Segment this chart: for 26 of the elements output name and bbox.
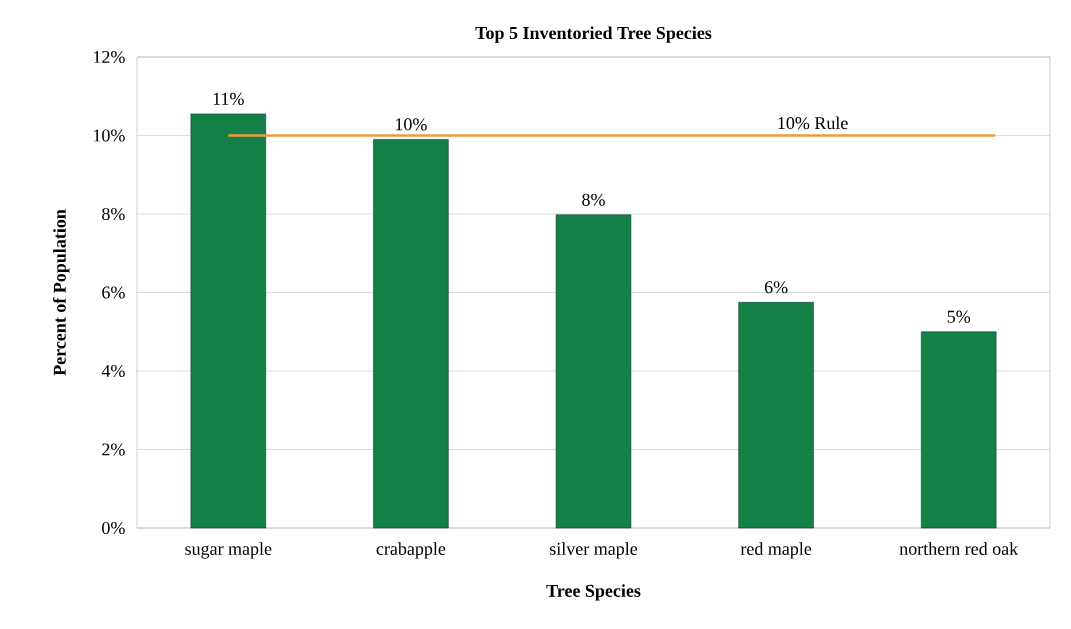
bar xyxy=(190,113,267,529)
data-label: 6% xyxy=(764,281,788,294)
data-label: 10% xyxy=(395,118,427,131)
y-tick-label: 6% xyxy=(102,286,125,299)
x-tick-label: sugar maple xyxy=(185,542,272,559)
y-tick-label: 10% xyxy=(94,129,125,142)
bar xyxy=(555,214,632,529)
data-label: 8% xyxy=(582,193,605,206)
data-label: 5% xyxy=(947,310,971,323)
y-tick-label: 2% xyxy=(102,443,125,456)
y-tick-label: 4% xyxy=(101,364,125,378)
ref-line-label: 10% Rule xyxy=(778,116,848,130)
x-tick-label: crabapple xyxy=(376,542,446,559)
x-tick-label: silver maple xyxy=(550,542,638,559)
x-axis-title: Tree Species xyxy=(546,584,641,601)
y-tick-label: 12% xyxy=(94,50,125,64)
data-label: 11% xyxy=(213,92,244,105)
y-axis-title: Percent of Population xyxy=(52,209,70,376)
bar xyxy=(373,139,449,529)
x-tick-label: red maple xyxy=(740,542,812,559)
y-tick-label: 0% xyxy=(102,521,125,535)
bar xyxy=(921,331,997,529)
bar xyxy=(738,302,814,529)
y-tick-label: 8% xyxy=(102,207,125,221)
x-tick-label: northern red oak xyxy=(899,542,1019,555)
chart-title: Top 5 Inventoried Tree Species xyxy=(475,26,712,43)
